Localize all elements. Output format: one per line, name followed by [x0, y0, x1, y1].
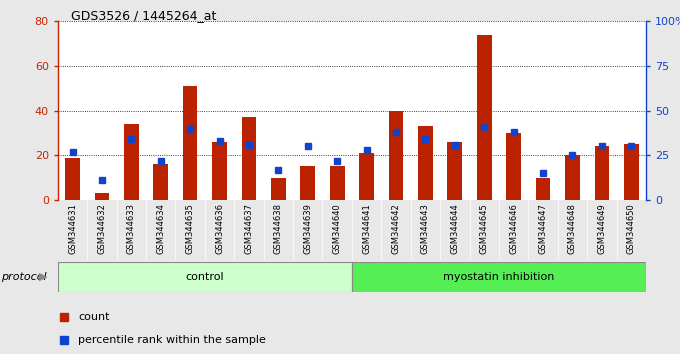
Text: GSM344643: GSM344643: [421, 203, 430, 254]
Text: GSM344637: GSM344637: [245, 203, 254, 254]
Bar: [183, 86, 197, 200]
Text: GSM344648: GSM344648: [568, 203, 577, 254]
Bar: [536, 178, 550, 200]
Text: control: control: [186, 272, 224, 282]
Text: GSM344645: GSM344645: [480, 203, 489, 254]
Text: GSM344640: GSM344640: [333, 203, 341, 254]
Text: GSM344642: GSM344642: [392, 203, 401, 254]
Text: GSM344633: GSM344633: [127, 203, 136, 254]
Text: GSM344649: GSM344649: [598, 203, 607, 254]
Text: GSM344634: GSM344634: [156, 203, 165, 254]
Text: GSM344635: GSM344635: [186, 203, 194, 254]
Bar: [594, 147, 609, 200]
Text: GSM344646: GSM344646: [509, 203, 518, 254]
Bar: [477, 35, 492, 200]
Text: ▶: ▶: [39, 272, 48, 282]
Bar: [271, 178, 286, 200]
Text: GSM344631: GSM344631: [68, 203, 77, 254]
Text: GDS3526 / 1445264_at: GDS3526 / 1445264_at: [71, 9, 217, 22]
Text: GSM344647: GSM344647: [539, 203, 547, 254]
Bar: [212, 142, 227, 200]
Bar: [330, 166, 345, 200]
Bar: [65, 158, 80, 200]
Bar: [154, 164, 168, 200]
Bar: [58, 262, 352, 292]
Text: percentile rank within the sample: percentile rank within the sample: [78, 335, 267, 346]
Text: GSM344650: GSM344650: [627, 203, 636, 254]
Text: GSM344641: GSM344641: [362, 203, 371, 254]
Bar: [418, 126, 432, 200]
Text: GSM344638: GSM344638: [274, 203, 283, 254]
Text: GSM344632: GSM344632: [97, 203, 106, 254]
Text: count: count: [78, 312, 110, 322]
Text: myostatin inhibition: myostatin inhibition: [443, 272, 555, 282]
Bar: [389, 110, 403, 200]
Bar: [95, 193, 109, 200]
Bar: [507, 133, 521, 200]
Bar: [124, 124, 139, 200]
Text: GSM344644: GSM344644: [450, 203, 459, 254]
Bar: [565, 155, 580, 200]
Bar: [301, 166, 315, 200]
Text: GSM344636: GSM344636: [215, 203, 224, 254]
Bar: [447, 142, 462, 200]
Bar: [624, 144, 639, 200]
Text: protocol: protocol: [1, 272, 47, 282]
Bar: [359, 153, 374, 200]
Bar: [352, 262, 646, 292]
Bar: [241, 117, 256, 200]
Text: GSM344639: GSM344639: [303, 203, 312, 254]
